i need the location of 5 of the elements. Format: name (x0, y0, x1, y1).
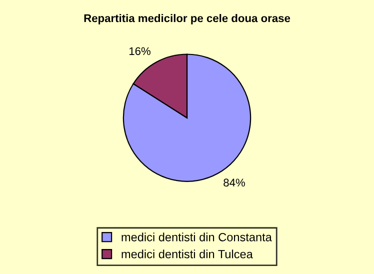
chart-title: Repartitia medicilor pe cele doua orase (84, 14, 290, 24)
legend-label: medici dentisti din Constanta (122, 232, 272, 242)
data-label: 84% (224, 178, 245, 187)
legend-label: medici dentisti din Tulcea (122, 250, 253, 258)
data-label: 16% (129, 47, 150, 56)
